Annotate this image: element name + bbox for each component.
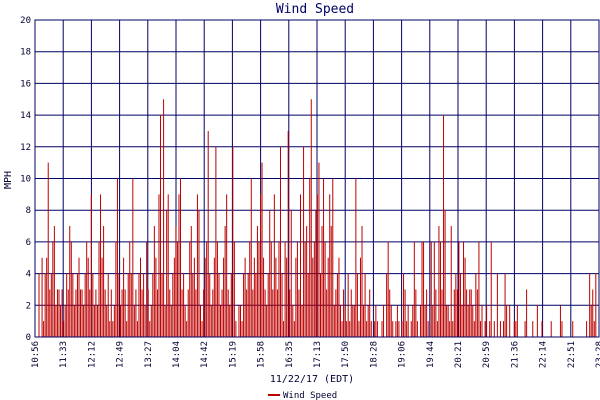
y-tick-label: 12 (20, 143, 31, 153)
x-tick-label: 22:51 (567, 341, 577, 368)
x-tick-label: 14:42 (200, 341, 210, 368)
x-tick-label: 12:49 (116, 341, 126, 368)
y-tick-label: 6 (26, 238, 31, 248)
x-tick-label: 15:58 (257, 341, 267, 368)
y-tick-label: 10 (20, 175, 31, 185)
legend: Wind Speed (268, 391, 337, 400)
x-tick-label: 20:21 (454, 341, 464, 368)
x-tick-label: 20:59 (482, 341, 492, 368)
x-tick-label: 10:56 (31, 341, 41, 368)
y-tick-label: 18 (20, 48, 31, 58)
y-tick-label: 14 (20, 111, 31, 121)
y-tick-label: 8 (26, 206, 31, 216)
legend-label: Wind Speed (283, 391, 337, 400)
plot-frame (34, 19, 600, 338)
x-axis-label: 11/22/17 (EDT) (270, 374, 354, 385)
x-tick-label: 22:14 (539, 341, 549, 368)
y-tick-label: 16 (20, 79, 31, 89)
wind-speed-bars (38, 99, 597, 337)
x-tick-label: 21:36 (510, 341, 520, 368)
x-tick-label: 18:28 (369, 341, 379, 368)
y-tick-label: 20 (20, 16, 31, 26)
y-tick-label: 0 (26, 333, 31, 343)
x-tick-label: 19:44 (426, 341, 436, 368)
x-tick-label: 14:04 (172, 341, 182, 368)
y-tick-labels: 0 2 4 6 8 10 12 14 16 18 20 (20, 16, 31, 343)
y-tick-label: 2 (26, 301, 31, 311)
x-tick-label: 23:28 (595, 341, 600, 368)
x-tick-label: 17:50 (341, 341, 351, 368)
x-tick-label: 17:13 (313, 341, 323, 368)
x-tick-label: 19:06 (398, 341, 408, 368)
x-tick-label: 11:33 (59, 341, 69, 368)
x-tick-label: 13:27 (144, 341, 154, 368)
x-tick-label: 15:19 (228, 341, 238, 368)
x-tick-label: 16:35 (285, 341, 295, 368)
y-tick-label: 4 (26, 270, 31, 280)
x-tick-labels: 10:56 11:33 12:12 12:49 13:27 14:04 14:42 15:19… (31, 341, 600, 368)
x-tick-label: 12:12 (87, 341, 97, 368)
y-axis-label: MPH (3, 171, 14, 189)
chart-title: Wind Speed (276, 2, 354, 17)
